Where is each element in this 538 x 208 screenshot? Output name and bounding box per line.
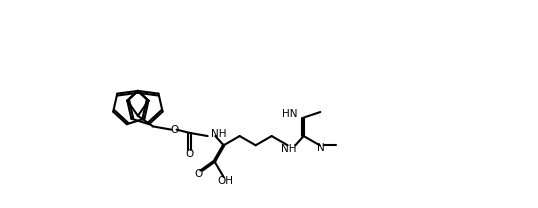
Text: O: O bbox=[185, 149, 194, 159]
Text: NH: NH bbox=[211, 129, 226, 139]
Text: NH: NH bbox=[281, 144, 296, 154]
Text: HN: HN bbox=[282, 109, 298, 119]
Text: OH: OH bbox=[217, 176, 233, 186]
Text: O: O bbox=[194, 169, 202, 179]
Text: O: O bbox=[170, 125, 179, 135]
Text: N: N bbox=[317, 143, 325, 153]
